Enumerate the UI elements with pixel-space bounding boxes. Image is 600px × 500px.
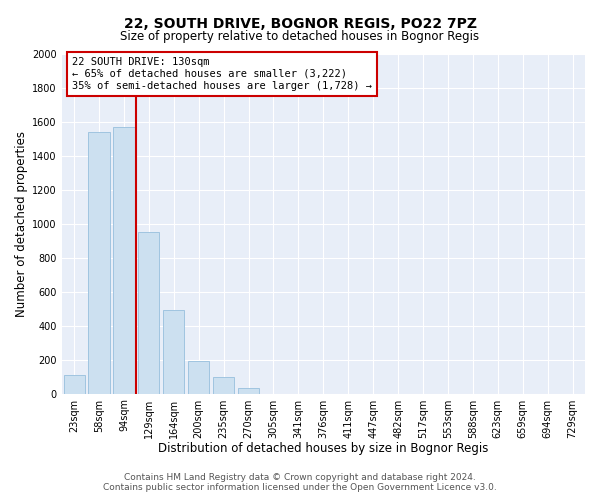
Bar [88,132,110,394]
Text: Size of property relative to detached houses in Bognor Regis: Size of property relative to detached ho… [121,30,479,43]
Bar [163,310,184,394]
Text: 22 SOUTH DRIVE: 130sqm
← 65% of detached houses are smaller (3,222)
35% of semi-: 22 SOUTH DRIVE: 130sqm ← 65% of detached… [72,58,372,90]
Bar [113,127,134,394]
Y-axis label: Number of detached properties: Number of detached properties [15,131,28,317]
X-axis label: Distribution of detached houses by size in Bognor Regis: Distribution of detached houses by size … [158,442,488,455]
Text: Contains HM Land Registry data © Crown copyright and database right 2024.
Contai: Contains HM Land Registry data © Crown c… [103,473,497,492]
Bar [213,376,234,394]
Bar [138,232,160,394]
Bar [188,362,209,394]
Bar [238,388,259,394]
Text: 22, SOUTH DRIVE, BOGNOR REGIS, PO22 7PZ: 22, SOUTH DRIVE, BOGNOR REGIS, PO22 7PZ [124,18,476,32]
Bar [64,375,85,394]
